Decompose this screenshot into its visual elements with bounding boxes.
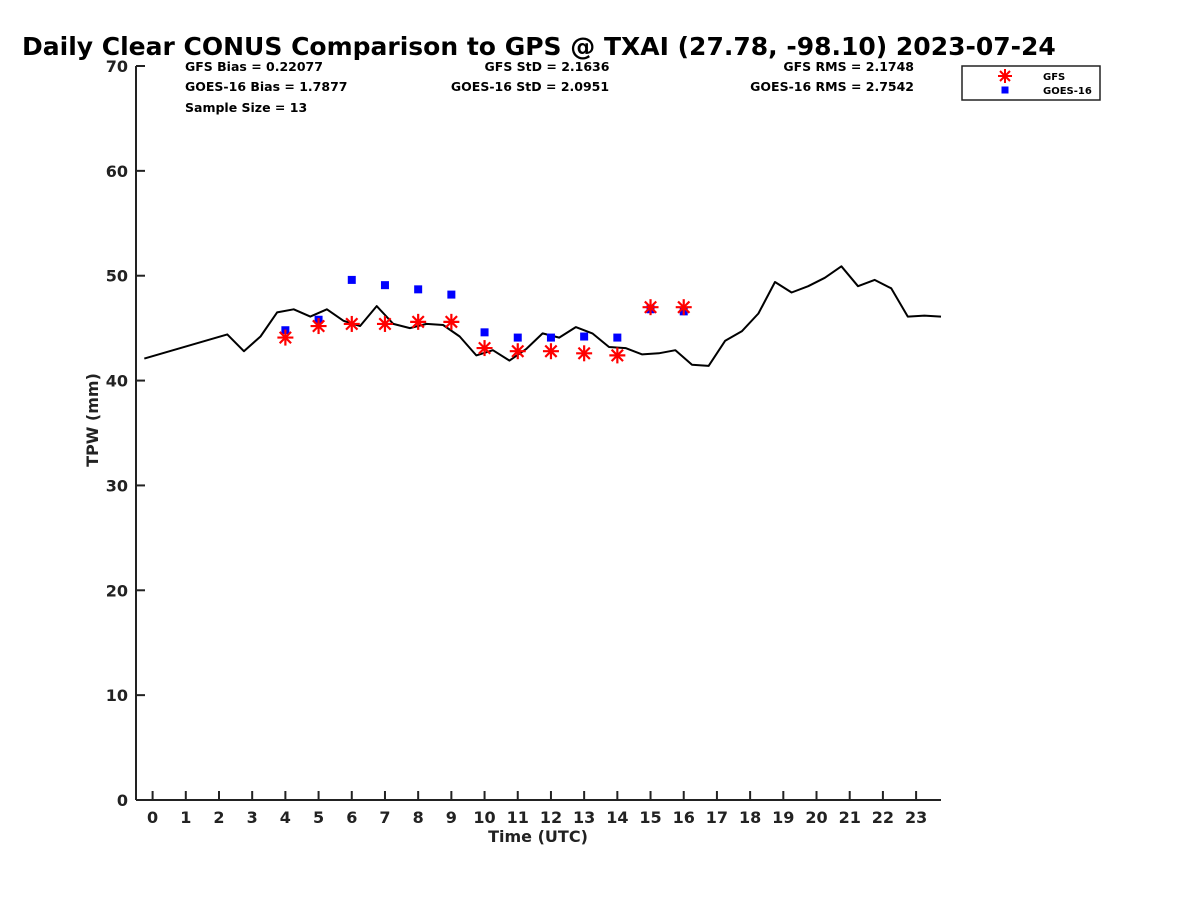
y-tick-label: 20 [106, 581, 128, 600]
gfs-point [410, 313, 427, 330]
x-tick-label: 2 [213, 808, 224, 827]
x-tick-label: 12 [540, 808, 562, 827]
legend-gfs-label: GFS [1043, 72, 1065, 83]
gfs-point [476, 340, 493, 357]
x-tick-label: 13 [573, 808, 595, 827]
gfs-rms-stat: GFS RMS = 2.1748 [783, 59, 914, 74]
gfs-point [542, 343, 559, 360]
legend-goes16-marker-icon [1001, 86, 1009, 94]
y-axis-ticks: 0 10 20 30 40 50 60 70 [106, 57, 145, 810]
y-tick-label: 70 [106, 57, 128, 76]
gfs-point [675, 299, 692, 316]
x-tick-label: 23 [905, 808, 927, 827]
x-tick-label: 18 [739, 808, 761, 827]
goes16-point [447, 290, 456, 299]
x-tick-label: 1 [180, 808, 191, 827]
gps-line [144, 265, 942, 367]
goes16-point [414, 285, 423, 294]
x-tick-label: 16 [673, 808, 695, 827]
goes16-point [513, 333, 522, 342]
gfs-point [609, 347, 626, 364]
gfs-bias-stat: GFS Bias = 0.22077 [185, 59, 323, 74]
x-tick-label: 19 [772, 808, 794, 827]
legend-goes16-label: GOES-16 [1043, 86, 1092, 97]
gfs-point [443, 313, 460, 330]
goes16-bias-stat: GOES-16 Bias = 1.7877 [185, 79, 347, 94]
x-tick-label: 20 [805, 808, 827, 827]
x-tick-label: 4 [280, 808, 291, 827]
goes16-point [580, 332, 589, 341]
legend: GFS GOES-16 [961, 65, 1101, 101]
gfs-point [642, 299, 659, 316]
legend-box [961, 65, 1101, 101]
x-tick-label: 15 [639, 808, 661, 827]
y-tick-label: 60 [106, 162, 128, 181]
plot-area [135, 66, 941, 801]
x-tick-label: 0 [147, 808, 158, 827]
x-tick-label: 6 [346, 808, 357, 827]
gfs-point [343, 315, 360, 332]
goes16-series [281, 275, 688, 342]
gfs-series [277, 299, 692, 364]
x-axis-label: Time (UTC) [488, 827, 588, 846]
y-axis-label: TPW (mm) [83, 373, 102, 467]
x-axis-ticks: 0 1 2 3 4 5 6 7 8 9 10 11 12 13 14 15 16 17 18 19 20 21 22 23 [147, 791, 927, 827]
y-tick-label: 0 [117, 791, 128, 810]
x-tick-label: 3 [247, 808, 258, 827]
y-tick-label: 10 [106, 686, 128, 705]
gfs-point [376, 315, 393, 332]
goes16-point [380, 281, 389, 290]
y-tick-label: 30 [106, 476, 128, 495]
chart-title: Daily Clear CONUS Comparison to GPS @ TX… [22, 32, 1056, 61]
x-tick-label: 10 [473, 808, 495, 827]
gfs-std-stat: GFS StD = 2.1636 [485, 59, 610, 74]
legend-gfs-marker-icon [998, 69, 1012, 83]
gps-series [144, 265, 942, 367]
sample-size-stat: Sample Size = 13 [185, 100, 307, 115]
y-tick-label: 40 [106, 372, 128, 391]
gfs-point [310, 318, 327, 335]
goes16-std-stat: GOES-16 StD = 2.0951 [451, 79, 609, 94]
x-tick-label: 21 [839, 808, 861, 827]
goes16-point [347, 275, 356, 284]
x-tick-label: 9 [446, 808, 457, 827]
x-tick-label: 17 [706, 808, 728, 827]
x-tick-label: 22 [872, 808, 894, 827]
stats-annotations: GFS Bias = 0.22077 GOES-16 Bias = 1.7877… [185, 59, 914, 115]
x-tick-label: 7 [379, 808, 390, 827]
gfs-point [576, 345, 593, 362]
x-tick-label: 5 [313, 808, 324, 827]
x-tick-label: 8 [413, 808, 424, 827]
goes16-rms-stat: GOES-16 RMS = 2.7542 [750, 79, 914, 94]
y-tick-label: 50 [106, 267, 128, 286]
goes16-point [613, 333, 622, 342]
goes16-point [546, 333, 555, 342]
x-tick-label: 11 [507, 808, 529, 827]
x-tick-label: 14 [606, 808, 628, 827]
gfs-point [277, 329, 294, 346]
goes16-point [480, 328, 489, 337]
gfs-point [509, 343, 526, 360]
